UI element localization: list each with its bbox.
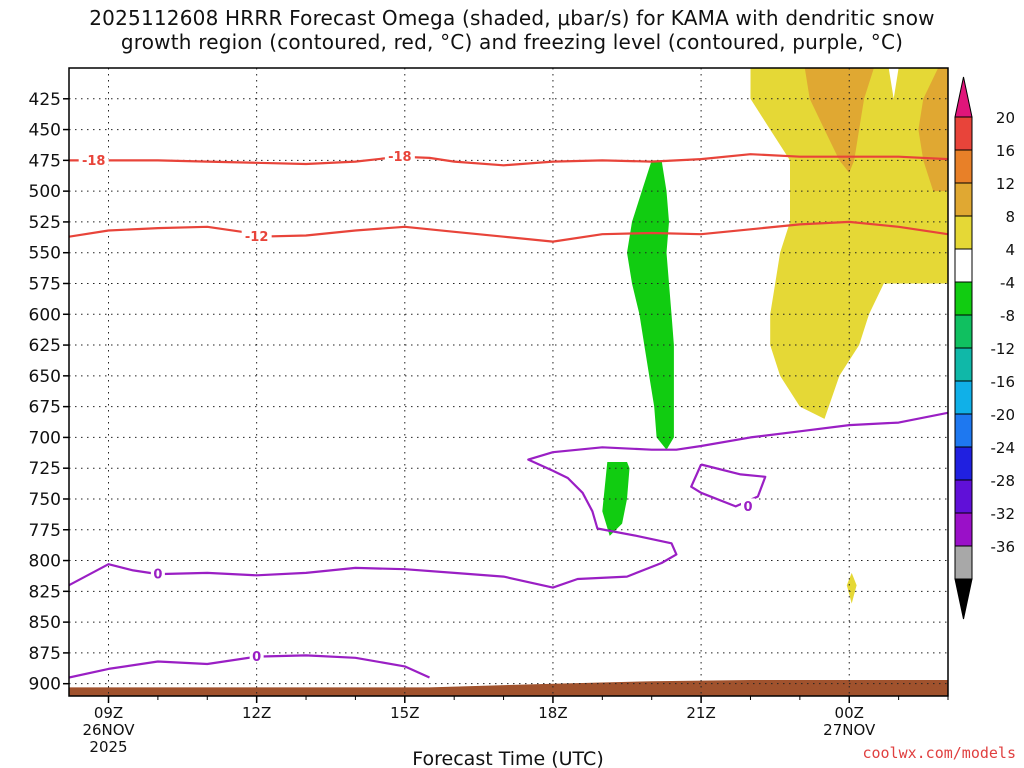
- colorbar-segment: [954, 413, 973, 448]
- colorbar-segment: [954, 512, 973, 547]
- colorbar-label: -20: [991, 406, 1016, 424]
- colorbar-over-triangle: [954, 76, 973, 118]
- source-credit: coolwx.com/models: [862, 744, 1016, 762]
- colorbar-label: -24: [991, 439, 1016, 457]
- y-tick-label: 850: [29, 613, 61, 633]
- freezing-level-2: [69, 654, 430, 679]
- y-tick-label: 550: [29, 244, 61, 264]
- colorbar-segment: [954, 248, 973, 283]
- colorbar-segment: [954, 215, 973, 250]
- freezing-level-label-bg: [741, 498, 756, 513]
- isotherm-label: -18: [82, 154, 106, 169]
- y-tick-label: 675: [29, 398, 61, 418]
- y-tick-label: 625: [29, 336, 61, 356]
- omega-region-yellow-5: [846, 572, 857, 604]
- colorbar-label: -8: [1000, 307, 1015, 325]
- colorbar-segment: [954, 479, 973, 514]
- x-tick-label: 12Z: [242, 704, 271, 722]
- colorbar-label: 20: [996, 109, 1015, 127]
- contour-layer: -18 -18 -12 0 0 0: [69, 148, 948, 679]
- chart-title: 2025112608 HRRR Forecast Omega (shaded, …: [0, 6, 1024, 54]
- isotherm-1: [69, 220, 948, 243]
- colorbar-under-triangle: [954, 578, 973, 620]
- isotherm-label: -18: [388, 150, 412, 165]
- y-tick-label: 525: [29, 213, 61, 233]
- freezing-level-label: 0: [743, 500, 752, 515]
- colorbar-segment: [954, 446, 973, 481]
- x-date-label: 27NOV: [823, 721, 876, 739]
- y-tick-label: 475: [29, 151, 61, 171]
- colorbar-label: 12: [996, 175, 1015, 193]
- y-tick-label: 725: [29, 459, 61, 479]
- isotherm-label-bg: [241, 228, 272, 243]
- colorbar-label: -12: [991, 340, 1016, 358]
- y-tick-label: 450: [29, 121, 61, 141]
- colorbar-label: -16: [991, 373, 1016, 391]
- colorbar-label: 4: [1005, 241, 1015, 259]
- freezing-level-label: 0: [252, 650, 261, 665]
- x-tick-label: 18Z: [538, 704, 567, 722]
- y-tick-label: 500: [29, 182, 61, 202]
- colorbar-label: -36: [991, 538, 1016, 556]
- y-tick-label: 775: [29, 521, 61, 541]
- gridlines: [69, 68, 948, 696]
- colorbar-segment: [954, 116, 973, 151]
- freezing-level-label-bg: [249, 648, 264, 663]
- y-tick-label: 700: [29, 428, 61, 448]
- x-date-label: 2025: [89, 738, 127, 756]
- y-tick-label: 600: [29, 305, 61, 325]
- isotherm-label: -12: [245, 230, 269, 245]
- y-tick-label: 425: [29, 90, 61, 110]
- y-tick-label: 875: [29, 644, 61, 664]
- colorbar: 20 16 12 8 4 -4 -8 -12 -16 -20 -24 -28 -32 -36: [954, 76, 1016, 620]
- colorbar-segment: [954, 281, 973, 316]
- colorbar-segment: [954, 149, 973, 184]
- freezing-level-label-bg: [150, 566, 165, 581]
- colorbar-segment: [954, 545, 973, 580]
- y-tick-label: 650: [29, 367, 61, 387]
- plot-frame: [68, 67, 949, 697]
- isotherm-label-bg: [384, 148, 415, 163]
- x-tick-label: 00Z: [835, 704, 864, 722]
- x-tick-label: 15Z: [390, 704, 419, 722]
- freezing-level-label: 0: [153, 568, 162, 583]
- x-tick-label: 21Z: [686, 704, 715, 722]
- x-axis-title: Forecast Time (UTC): [412, 748, 603, 768]
- y-tick-label: 575: [29, 274, 61, 294]
- y-tick-label: 900: [29, 675, 61, 695]
- x-tick-label: 09Z: [94, 704, 123, 722]
- pressure-axis: 425 450 475 500 525 550 575 600 625 650 675 700 725 7…: [29, 90, 69, 695]
- chart-title-line-2: growth region (contoured, red, °C) and f…: [120, 30, 904, 54]
- y-tick-label: 825: [29, 582, 61, 602]
- colorbar-label: -4: [1000, 274, 1015, 292]
- chart-title-line-1: 2025112608 HRRR Forecast Omega (shaded, …: [89, 6, 935, 30]
- y-tick-label: 800: [29, 552, 61, 572]
- colorbar-segment: [954, 380, 973, 415]
- colorbar-segment: [954, 182, 973, 217]
- x-date-label: 26NOV: [82, 721, 135, 739]
- isotherm-label-bg: [78, 152, 109, 167]
- omega-region-orange-3: [804, 68, 874, 173]
- y-tick-label: 750: [29, 490, 61, 510]
- freezing-level-1: [69, 411, 948, 589]
- colorbar-segment: [954, 347, 973, 382]
- terrain-ground: [69, 680, 948, 696]
- colorbar-label: -28: [991, 472, 1016, 490]
- plot-border: [68, 67, 949, 697]
- colorbar-segment: [954, 314, 973, 349]
- colorbar-label: 16: [996, 142, 1015, 160]
- colorbar-label: 8: [1005, 208, 1015, 226]
- isotherm-0: [69, 153, 948, 167]
- colorbar-label: -32: [991, 505, 1016, 523]
